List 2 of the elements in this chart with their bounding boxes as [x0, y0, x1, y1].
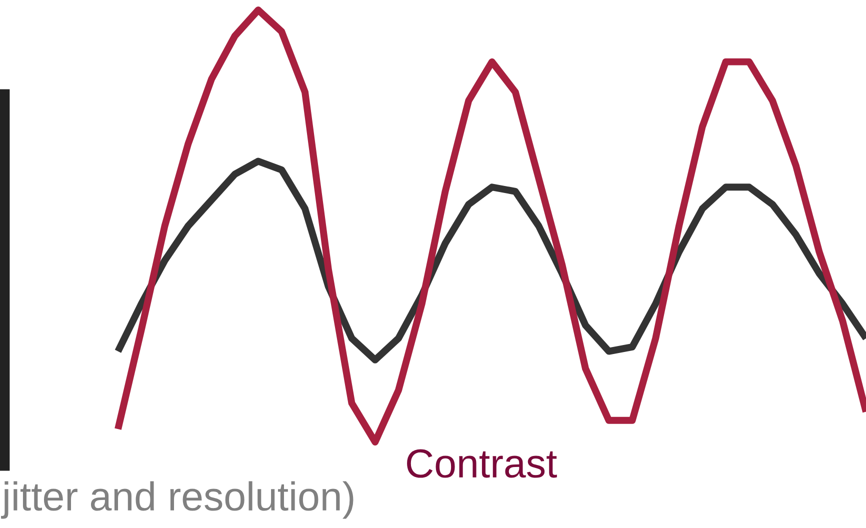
text: Contrast: [407, 449, 557, 478]
text: jitter and resolution): [1, 481, 354, 519]
